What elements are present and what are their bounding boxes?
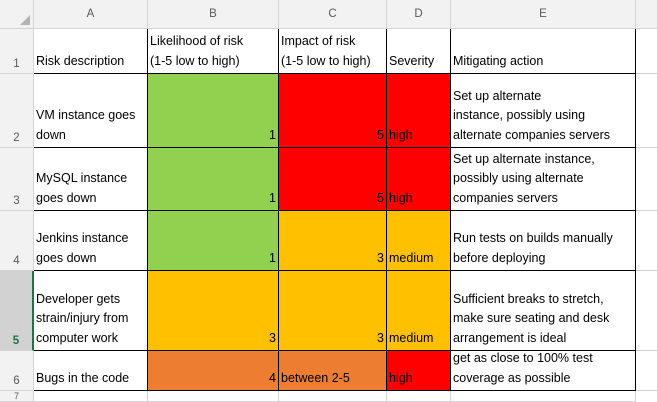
- column-header-overflow: [636, 0, 657, 29]
- row-header-5[interactable]: 5: [0, 271, 34, 351]
- select-all-triangle-icon: [20, 15, 30, 25]
- cell-f6[interactable]: [636, 351, 657, 391]
- row-header-4[interactable]: 4: [0, 211, 34, 271]
- row-header-2[interactable]: 2: [0, 74, 34, 148]
- cell-b3[interactable]: 1: [148, 148, 279, 211]
- cell-f3[interactable]: [636, 148, 657, 211]
- cell-f2[interactable]: [636, 74, 657, 148]
- cell-b6[interactable]: 4: [148, 351, 279, 391]
- cell-e7[interactable]: [451, 391, 636, 402]
- cell-b2[interactable]: 1: [148, 74, 279, 148]
- cell-f5[interactable]: [636, 271, 657, 351]
- cell-c2[interactable]: 5: [279, 74, 387, 148]
- cell-d4[interactable]: medium: [387, 211, 451, 271]
- cell-e4[interactable]: Run tests on builds manually before depl…: [451, 211, 636, 271]
- cell-d2[interactable]: high: [387, 74, 451, 148]
- cell-b1[interactable]: Likelihood of risk (1-5 low to high): [148, 29, 279, 74]
- cell-b5[interactable]: 3: [148, 271, 279, 351]
- cell-d6[interactable]: high: [387, 351, 451, 391]
- cell-a7[interactable]: [34, 391, 148, 402]
- cell-a5[interactable]: Developer gets strain/injury from comput…: [34, 271, 148, 351]
- column-header-e[interactable]: E: [451, 0, 636, 29]
- cell-e5[interactable]: Sufficient breaks to stretch, make sure …: [451, 271, 636, 351]
- row-header-6[interactable]: 6: [0, 351, 34, 391]
- column-header-a[interactable]: A: [34, 0, 148, 29]
- row-header-7[interactable]: 7: [0, 391, 34, 402]
- column-header-d[interactable]: D: [387, 0, 451, 29]
- cell-d5[interactable]: medium: [387, 271, 451, 351]
- cell-d3[interactable]: high: [387, 148, 451, 211]
- cell-a3[interactable]: MySQL instance goes down: [34, 148, 148, 211]
- cell-c6[interactable]: between 2-5: [279, 351, 387, 391]
- row-header-1[interactable]: 1: [0, 29, 34, 74]
- row-header-3[interactable]: 3: [0, 148, 34, 211]
- cell-a6[interactable]: Bugs in the code: [34, 351, 148, 391]
- cell-e2[interactable]: Set up alternate instance, possibly usin…: [451, 74, 636, 148]
- cell-c7[interactable]: [279, 391, 387, 402]
- cell-d1[interactable]: Severity: [387, 29, 451, 74]
- cell-f1[interactable]: [636, 29, 657, 74]
- cell-e6[interactable]: get as close to 100% test coverage as po…: [451, 351, 636, 391]
- cell-a4[interactable]: Jenkins instance goes down: [34, 211, 148, 271]
- cell-c3[interactable]: 5: [279, 148, 387, 211]
- cell-c1[interactable]: Impact of risk (1-5 low to high): [279, 29, 387, 74]
- cell-b7[interactable]: [148, 391, 279, 402]
- cell-e3[interactable]: Set up alternate instance, possibly usin…: [451, 148, 636, 211]
- cell-a2[interactable]: VM instance goes down: [34, 74, 148, 148]
- cell-e1[interactable]: Mitigating action: [451, 29, 636, 74]
- select-all-button[interactable]: [0, 0, 34, 29]
- column-header-c[interactable]: C: [279, 0, 387, 29]
- cell-c5[interactable]: 3: [279, 271, 387, 351]
- cell-b4[interactable]: 1: [148, 211, 279, 271]
- cell-f4[interactable]: [636, 211, 657, 271]
- cell-d7[interactable]: [387, 391, 451, 402]
- cell-c4[interactable]: 3: [279, 211, 387, 271]
- cell-a1[interactable]: Risk description: [34, 29, 148, 74]
- column-header-b[interactable]: B: [148, 0, 279, 29]
